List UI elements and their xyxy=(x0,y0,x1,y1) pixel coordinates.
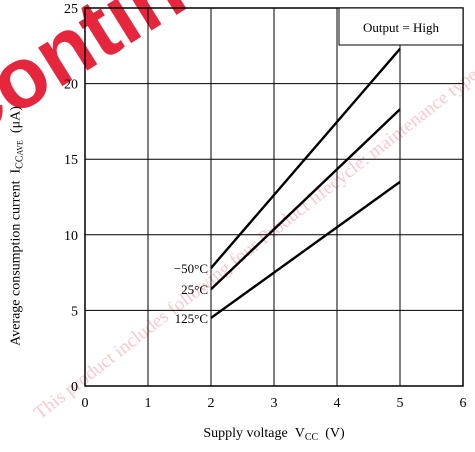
x-tick-label: 5 xyxy=(397,396,404,411)
annotation: Output = High xyxy=(338,7,464,46)
x-axis-symbol-sub: CC xyxy=(304,432,319,443)
series: −50°C 25°C 125°C xyxy=(174,48,401,326)
tick-labels: 0 1 2 3 4 5 6 0 5 10 15 20 25 xyxy=(64,2,467,411)
y-axis-label-text: Average consumption current xyxy=(8,180,24,346)
annotation-text: Output = High xyxy=(363,20,439,35)
series-line xyxy=(210,180,401,319)
x-axis-label: Supply voltage VCC (V) xyxy=(85,426,463,443)
series-label: 125°C xyxy=(175,311,208,326)
y-tick-label: 10 xyxy=(64,229,78,244)
y-axis-label: Average consumption current ICCAVE (μA) xyxy=(2,0,32,452)
series-label: −50°C xyxy=(174,261,208,276)
x-axis-unit: (V) xyxy=(325,426,345,441)
x-tick-label: 6 xyxy=(460,396,467,411)
x-tick-label: 0 xyxy=(82,396,89,411)
y-axis-symbol-subsub: AVE xyxy=(15,140,25,156)
y-tick-label: 15 xyxy=(64,153,78,168)
annotation-box xyxy=(338,7,464,46)
y-axis-unit: (μA) xyxy=(8,106,24,134)
y-tick-label: 20 xyxy=(64,78,78,93)
y-tick-label: 0 xyxy=(71,380,78,395)
series-label: 25°C xyxy=(181,282,208,297)
y-axis-symbol: I xyxy=(8,168,24,174)
y-tick-label: 25 xyxy=(64,2,78,17)
watermark: This product includes following four Pro… xyxy=(0,0,475,424)
y-axis-symbol-sub: CC xyxy=(14,155,26,169)
x-tick-label: 2 xyxy=(208,396,215,411)
watermark-logo: Continu xyxy=(0,0,245,166)
y-tick-label: 5 xyxy=(71,304,78,319)
x-axis-label-text: Supply voltage xyxy=(203,426,288,441)
plot-frame xyxy=(84,7,464,387)
series-line xyxy=(210,48,401,269)
series-line xyxy=(210,108,401,291)
x-tick-label: 1 xyxy=(145,396,152,411)
x-axis-symbol: V xyxy=(294,426,305,441)
grid xyxy=(84,7,464,387)
x-tick-label: 3 xyxy=(271,396,278,411)
x-tick-label: 4 xyxy=(334,396,341,411)
